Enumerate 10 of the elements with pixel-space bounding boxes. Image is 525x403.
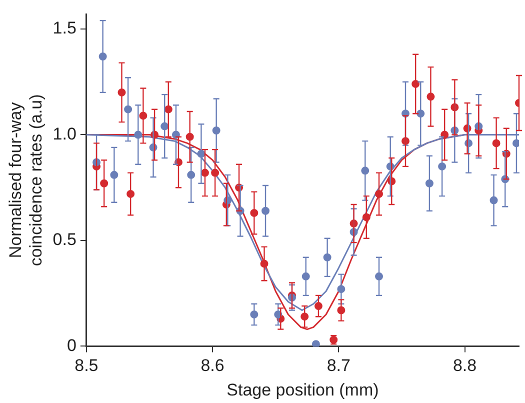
x-axis-title: Stage position (mm) — [226, 380, 379, 400]
y-tick-label: 0 — [66, 336, 76, 355]
x-tick-label: 8.7 — [326, 356, 350, 376]
x-tick-label: 8.6 — [200, 356, 224, 376]
y-axis-title: Normalised four-way coincidence rates (a.u) — [6, 94, 46, 266]
y-tick-label: 0.5 — [52, 230, 76, 250]
y-tick-label: 1.5 — [52, 18, 76, 38]
x-tick-label: 8.8 — [452, 356, 477, 376]
x-tick-label: 8.5 — [74, 356, 98, 376]
y-tick-label: 1.0 — [52, 124, 76, 144]
